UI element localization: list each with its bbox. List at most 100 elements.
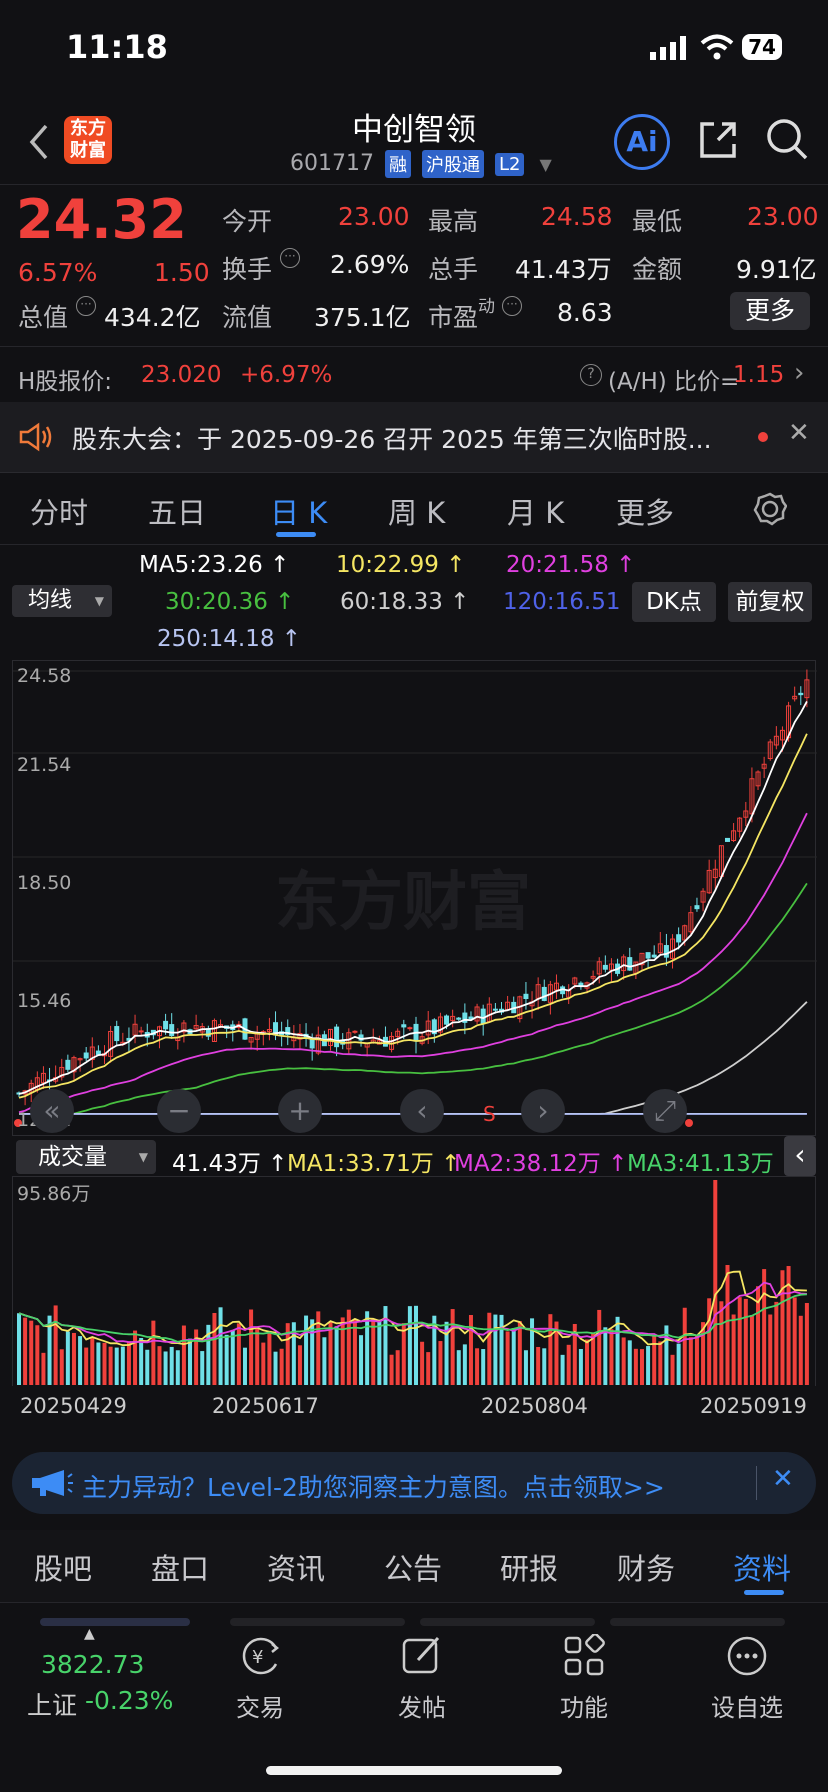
pe-value: 8.63 <box>557 298 613 327</box>
volume-bar <box>517 1321 522 1385</box>
volume-bar <box>493 1314 498 1385</box>
amount-value: 9.91亿 <box>736 255 817 284</box>
ma-selector[interactable]: 均线 ▼ <box>12 585 112 617</box>
zoom-out-icon[interactable]: − <box>157 1089 201 1133</box>
chevron-left-icon[interactable]: ‹ <box>400 1089 444 1133</box>
candle <box>798 686 804 706</box>
search-icon[interactable] <box>764 116 810 162</box>
index-value: 3822.73 <box>41 1650 145 1679</box>
candle <box>541 979 547 1002</box>
low-label: 最低 <box>632 207 683 236</box>
tab-intraday[interactable]: 分时 <box>30 496 89 530</box>
candle <box>138 1026 144 1036</box>
volume-bar <box>395 1350 400 1385</box>
volume-bar <box>133 1330 138 1385</box>
volume-label: 总手 <box>428 255 479 284</box>
help-icon[interactable]: ? <box>580 364 602 386</box>
volume-bar <box>664 1325 669 1385</box>
close-icon[interactable]: ✕ <box>788 418 810 448</box>
volume-bar <box>572 1323 577 1385</box>
tab-5day[interactable]: 五日 <box>148 496 207 530</box>
candle <box>248 1037 254 1050</box>
volume-bar <box>41 1352 46 1385</box>
bottom-toolbar <box>0 1618 828 1792</box>
candle <box>737 816 743 838</box>
dk-points-button[interactable]: DK点 <box>632 582 716 622</box>
info-icon[interactable]: ··· <box>280 248 300 268</box>
volume-bar <box>23 1317 28 1385</box>
volume-selector[interactable]: 成交量 ▼ <box>16 1140 156 1174</box>
stock-code-row[interactable]: 601717 融 沪股通 L2 ▼ <box>290 150 552 178</box>
volume-bar <box>426 1352 431 1385</box>
open-label: 今开 <box>222 207 273 236</box>
volume-bar <box>719 1301 724 1385</box>
candle <box>114 1020 120 1047</box>
tab-news[interactable]: 资讯 <box>267 1552 326 1586</box>
candle <box>211 1018 217 1043</box>
tab-more[interactable]: 更多 <box>616 496 675 530</box>
settings-icon[interactable] <box>753 492 787 526</box>
volume-bar <box>200 1351 205 1385</box>
volume-bar <box>621 1337 626 1385</box>
watchlist-button[interactable]: 设自选 <box>692 1634 802 1723</box>
trade-label: 交易 <box>236 1694 284 1722</box>
candle <box>499 1002 505 1015</box>
tab-monthly-k[interactable]: 月 K <box>507 496 565 530</box>
tab-orderbook[interactable]: 盘口 <box>151 1552 210 1586</box>
app-logo: 东方 财富 <box>64 116 112 164</box>
volume-bar <box>120 1346 125 1385</box>
tab-announcements[interactable]: 公告 <box>384 1552 443 1586</box>
chevron-right-icon[interactable]: › <box>521 1089 565 1133</box>
info-icon[interactable]: ··· <box>76 296 96 316</box>
candle <box>767 739 773 761</box>
edit-icon <box>402 1636 440 1674</box>
tag-connect: 沪股通 <box>421 150 484 178</box>
collapse-icon[interactable]: ‹ <box>784 1136 816 1176</box>
price-axis-label: 24.58 <box>17 665 72 687</box>
volume-bar <box>84 1347 89 1385</box>
ma10-value: 10:22.99 ↑ <box>336 552 466 578</box>
candle <box>553 974 559 999</box>
candle <box>529 991 535 1019</box>
tab-finance[interactable]: 财务 <box>617 1552 676 1586</box>
tab-profile[interactable]: 资料 <box>733 1552 792 1586</box>
more-button[interactable]: 更多 <box>730 292 810 330</box>
volume-bar <box>585 1339 590 1385</box>
tab-forum[interactable]: 股吧 <box>34 1552 93 1586</box>
trade-button[interactable]: ¥ 交易 <box>205 1634 315 1723</box>
rewind-icon[interactable]: « <box>30 1089 74 1133</box>
candle <box>321 1030 327 1047</box>
volume-bar <box>615 1316 620 1385</box>
back-icon[interactable] <box>26 122 50 162</box>
ai-assistant-icon[interactable]: Ai <box>614 114 670 170</box>
volume-bar <box>548 1314 553 1385</box>
level2-banner[interactable]: 主力异动？Level-2助您洞察主力意图。点击领取>> ✕ <box>12 1452 816 1514</box>
fullscreen-icon[interactable]: ⤢ <box>643 1089 687 1133</box>
candle <box>688 906 694 935</box>
zoom-in-icon[interactable]: + <box>278 1089 322 1133</box>
volume-bar <box>633 1348 638 1385</box>
volume-chart[interactable]: 95.86万 <box>12 1176 816 1386</box>
info-icon[interactable]: ··· <box>502 296 522 316</box>
divider <box>756 1466 757 1500</box>
tab-daily-k[interactable]: 日 K <box>270 496 328 530</box>
post-button[interactable]: 发帖 <box>367 1634 477 1723</box>
volume-bar <box>212 1312 217 1385</box>
kline-chart[interactable]: 东方财富 S 24.58 21.54 18.50 15.46 12.42 « −… <box>12 660 817 1136</box>
functions-button[interactable]: 功能 <box>529 1633 639 1723</box>
volume-bar <box>273 1351 278 1385</box>
price-axis-label: 15.46 <box>17 990 72 1012</box>
volume-bar <box>578 1349 583 1385</box>
notice-text: 股东大会：于 2025-09-26 召开 2025 年第三次临时股... <box>72 425 712 454</box>
candle <box>468 1011 474 1020</box>
tab-research[interactable]: 研报 <box>500 1552 559 1586</box>
mcap-label: 总值 <box>18 303 69 332</box>
close-icon[interactable]: ✕ <box>772 1464 794 1494</box>
share-icon[interactable] <box>696 118 740 162</box>
candle <box>560 985 566 998</box>
tab-weekly-k[interactable]: 周 K <box>388 496 446 530</box>
volume-bar <box>780 1270 785 1385</box>
notice-bar[interactable]: 股东大会：于 2025-09-26 召开 2025 年第三次临时股... ✕ <box>0 402 828 472</box>
adjust-mode-button[interactable]: 前复权 <box>728 582 812 622</box>
volume-svg <box>17 1180 809 1385</box>
